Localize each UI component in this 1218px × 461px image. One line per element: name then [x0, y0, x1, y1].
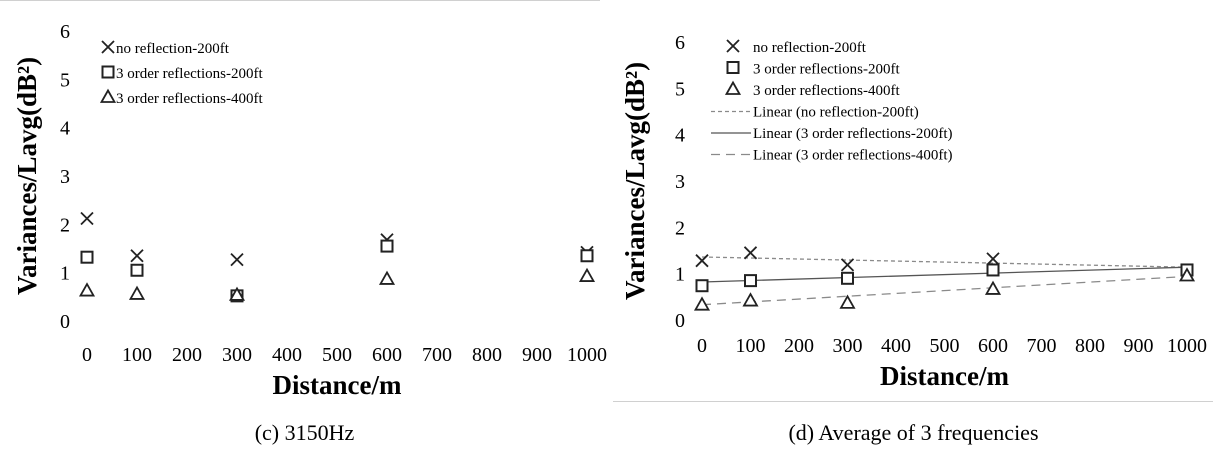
chart-d-x-tick-label-200: 200: [784, 335, 814, 357]
chart-d-point-no-reflection-200ft-0: [695, 254, 709, 268]
chart-c-legend-marker-3-order-reflections-400ft: [99, 88, 117, 103]
chart-c-series-3-order-reflections-400ft: [78, 267, 596, 301]
chart-c-point-3-order-reflections-400ft-100: [128, 285, 146, 300]
chart-c-y-tick-label-1: 1: [60, 263, 70, 285]
chart-d-y-tick-label-4: 4: [675, 125, 685, 147]
chart-d-legend-marker-no-reflection-200ft: [726, 39, 740, 53]
chart-d-legend-label-3-order-reflections-200ft: 3 order reflections-200ft: [753, 62, 900, 78]
chart-d-svg: Variances/Lavg(dB²) Distance/m 0 1 2 3 4 5 6 0 100…: [620, 32, 1207, 391]
caption-d: (d) Average of 3 frequencies: [788, 420, 1039, 445]
chart-d-legend-label-linear-no-reflection-200ft: Linear (no reflection-200ft): [753, 105, 919, 121]
chart-c-x-tick-label-1000: 1000: [567, 344, 607, 366]
chart-d-point-no-reflection-200ft-100: [743, 246, 758, 260]
chart-d-x-tick-label-100: 100: [736, 335, 766, 357]
chart-c-y-tick-label-0: 0: [60, 311, 70, 333]
chart-d-x-tick-label-0: 0: [697, 335, 707, 357]
chart-c-x-tick-label-700: 700: [422, 344, 452, 366]
chart-d-y-tick-label-2: 2: [675, 217, 685, 239]
chart-d-point-no-reflection-200ft-600: [986, 252, 1000, 266]
chart-c-y-tick-label-3: 3: [60, 166, 70, 188]
chart-c-legend: no reflection-200ft 3 order reflections-2…: [99, 40, 263, 107]
chart-c-x-tick-label-400: 400: [272, 344, 302, 366]
chart-c-y-tick-label-5: 5: [60, 69, 70, 91]
chart-c-series-no-reflection-200ft: [80, 211, 594, 267]
chart-c-x-tick-label-300: 300: [222, 344, 252, 366]
chart-d-y-tick-label-6: 6: [675, 32, 685, 54]
chart-d-legend-label-no-reflection-200ft: no reflection-200ft: [753, 40, 867, 56]
chart-c-x-tick-label-600: 600: [372, 344, 402, 366]
chart-d-point-3-order-reflections-200ft-0: [695, 279, 709, 293]
chart-c-point-3-order-reflections-200ft-0: [80, 250, 94, 264]
chart-c-legend-marker-no-reflection-200ft: [101, 40, 115, 54]
chart-c-y-tick-label-6: 6: [60, 21, 70, 43]
chart-d-trendline-linear-3-order-reflections-200ft: [701, 266, 1188, 283]
chart-d-series-3-order-reflections-400ft: [693, 267, 1196, 311]
chart-c-y-axis-title: Variances/Lavg(dB²): [12, 57, 42, 295]
chart-d-point-3-order-reflections-400ft-100: [742, 292, 759, 307]
chart-d-point-3-order-reflections-400ft-300: [839, 294, 856, 309]
chart-c-point-no-reflection-200ft-100: [130, 249, 144, 263]
top-divider: [0, 0, 600, 1]
chart-c-x-tick-label-800: 800: [472, 344, 502, 366]
chart-d-trendline-linear-no-reflection-200ft: [701, 256, 1188, 268]
chart-d-y-tick-label-0: 0: [675, 310, 685, 332]
chart-panel-d: Variances/Lavg(dB²) Distance/m 0 1 2 3 4 5 6 0 100…: [609, 0, 1218, 461]
chart-d-x-tick-label-600: 600: [978, 335, 1008, 357]
chart-panel-c: Variances/Lavg(dB²) Distance/m 0 1 2 3 4 5 6 0 100…: [0, 0, 607, 445]
chart-d-x-tick-label-400: 400: [881, 335, 911, 357]
chart-d-series-no-reflection-200ft: [695, 246, 1194, 277]
chart-c-point-3-order-reflections-400ft-0: [78, 282, 96, 297]
chart-d-trendline-linear-3-order-reflections-400ft: [701, 275, 1188, 306]
chart-c-y-tick-label-4: 4: [60, 118, 70, 140]
chart-d-y-tick-label-5: 5: [675, 78, 685, 100]
chart-d-point-3-order-reflections-200ft-300: [841, 271, 854, 285]
chart-d-legend-label-3-order-reflections-400ft: 3 order reflections-400ft: [753, 83, 900, 99]
chart-c-x-tick-label-900: 900: [522, 344, 552, 366]
chart-d-point-3-order-reflections-400ft-600: [984, 280, 1002, 295]
chart-c-point-3-order-reflections-400ft-600: [378, 270, 396, 285]
chart-c-series-3-order-reflections-200ft: [80, 239, 594, 303]
chart-d-point-3-order-reflections-400ft-0: [693, 296, 711, 311]
chart-d-legend-label-linear-3-order-reflections-200ft: Linear (3 order reflections-200ft): [753, 126, 953, 142]
chart-d-legend-label-linear-3-order-reflections-400ft: Linear (3 order reflections-400ft): [753, 148, 953, 164]
chart-d-point-3-order-reflections-200ft-600: [986, 263, 1000, 277]
chart-d-x-tick-label-900: 900: [1124, 335, 1154, 357]
chart-d-x-tick-label-700: 700: [1027, 335, 1057, 357]
chart-c-x-tick-label-500: 500: [322, 344, 352, 366]
chart-d-point-3-order-reflections-200ft-100: [744, 274, 757, 288]
chart-d-y-tick-label-3: 3: [675, 171, 685, 193]
chart-d-point-no-reflection-200ft-300: [840, 258, 855, 272]
chart-d-legend: no reflection-200ft 3 order reflections-2…: [711, 39, 953, 164]
chart-d-x-tick-label-800: 800: [1075, 335, 1105, 357]
chart-c-point-no-reflection-200ft-300: [230, 252, 244, 267]
chart-c-point-3-order-reflections-200ft-100: [130, 263, 144, 277]
chart-d-y-axis-title: Variances/Lavg(dB²): [620, 62, 650, 300]
chart-c-point-3-order-reflections-200ft-600: [380, 239, 394, 253]
chart-c-point-3-order-reflections-200ft-1000: [580, 249, 594, 263]
chart-c-point-no-reflection-200ft-0: [80, 211, 94, 226]
chart-c-x-tick-label-100: 100: [122, 344, 152, 366]
chart-c-x-tick-label-0: 0: [82, 344, 92, 366]
chart-d-legend-marker-3-order-reflections-200ft: [726, 61, 740, 74]
chart-d-x-tick-label-500: 500: [930, 335, 960, 357]
chart-c-point-3-order-reflections-400ft-1000: [578, 267, 596, 282]
chart-d-y-tick-label-1: 1: [675, 264, 685, 286]
chart-c-legend-label-3-order-reflections-200ft: 3 order reflections-200ft: [116, 66, 263, 82]
chart-d-x-tick-label-1000: 1000: [1167, 335, 1207, 357]
chart-c-x-axis-title: Distance/m: [273, 370, 402, 400]
chart-c-point-3-order-reflections-400ft-300: [228, 286, 246, 301]
chart-c-x-tick-label-200: 200: [172, 344, 202, 366]
chart-d-point-3-order-reflections-400ft-1000: [1178, 267, 1196, 282]
chart-d-legend-marker-3-order-reflections-400ft: [724, 80, 742, 95]
chart-c-legend-label-no-reflection-200ft: no reflection-200ft: [116, 41, 230, 57]
chart-c-legend-marker-3-order-reflections-200ft: [101, 65, 115, 79]
chart-d-x-tick-label-300: 300: [833, 335, 863, 357]
chart-c-y-tick-label-2: 2: [60, 214, 70, 236]
chart-c-svg: Variances/Lavg(dB²) Distance/m 0 1 2 3 4 5 6 0 100…: [12, 21, 607, 400]
chart-c-legend-label-3-order-reflections-400ft: 3 order reflections-400ft: [116, 91, 263, 107]
chart-d-series-3-order-reflections-200ft: [695, 263, 1194, 293]
chart-d-x-axis-title: Distance/m: [880, 361, 1009, 391]
caption-c: (c) 3150Hz: [254, 420, 355, 445]
bottom-divider: [613, 401, 1213, 402]
